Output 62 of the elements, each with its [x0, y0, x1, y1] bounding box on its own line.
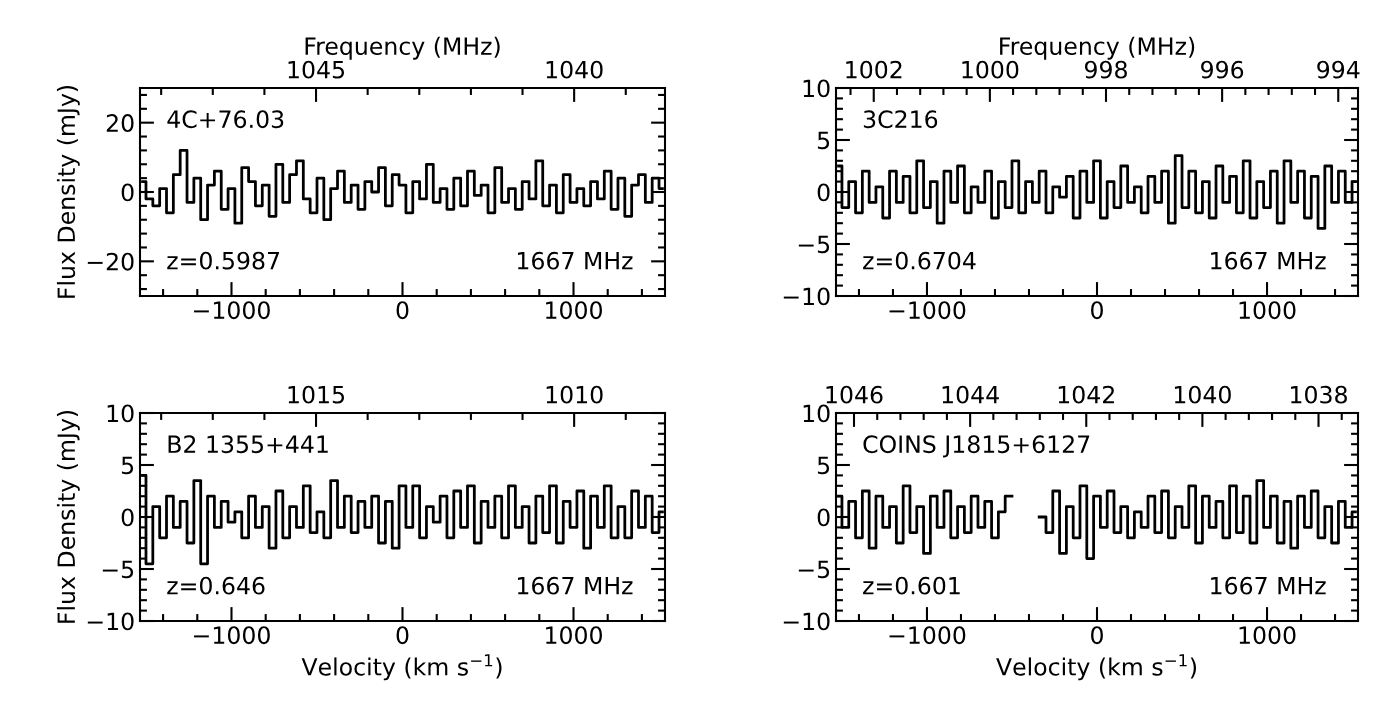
annotation: z=0.646	[167, 576, 265, 595]
x2-tick-label: 1038	[1291, 385, 1347, 404]
y-tick-label: 10	[803, 404, 830, 423]
x2-axis-title: Frequency (MHz)	[1000, 36, 1195, 60]
x-tick-label: 1000	[546, 626, 602, 645]
x-axis-title: Velocity (km s$^{−1}$)	[301, 654, 502, 681]
x2-tick-label: 996	[1201, 60, 1244, 79]
x2-tick-label: 1040	[546, 60, 603, 79]
y-axis-title: Flux Density (mJy)	[56, 85, 80, 298]
annotation: B2 1355+441	[168, 435, 328, 454]
annotation: z=0.6704	[863, 251, 976, 270]
x2-tick-label: 1046	[826, 385, 883, 404]
annotation: 1667 MHz	[517, 576, 633, 595]
x2-tick-label: 1015	[288, 385, 345, 404]
y-tick-label: 5	[817, 131, 830, 150]
annotation: z=0.5987	[167, 251, 280, 270]
x-tick-label: 1000	[1239, 301, 1296, 320]
x2-tick-label: 1000	[962, 60, 1019, 79]
y-tick-label: −10	[783, 287, 830, 306]
y-tick-label: −5	[102, 560, 134, 579]
x2-tick-label: 1040	[1174, 385, 1231, 404]
y-tick-label: 0	[817, 183, 830, 202]
y-tick-label: −10	[783, 612, 830, 631]
x2-tick-label: 994	[1317, 60, 1360, 79]
y-tick-label: 20	[106, 114, 134, 132]
x-tick-label: 1000	[546, 301, 602, 320]
x-tick-label: −1000	[889, 301, 966, 320]
y-tick-label: −10	[87, 612, 134, 631]
annotation: 1667 MHz	[1211, 576, 1326, 595]
annotation: COINS J1815+6127	[863, 435, 1090, 458]
x2-axis-title: Frequency (MHz)	[305, 36, 500, 60]
x-tick-label: 0	[1091, 301, 1103, 320]
x2-tick-label: 1042	[1058, 385, 1114, 404]
y-tick-label: −5	[798, 560, 830, 579]
x2-tick-label: 1044	[942, 385, 999, 404]
x2-tick-label: 1002	[846, 60, 902, 79]
x-tick-label: 0	[396, 626, 409, 645]
x-tick-label: −1000	[889, 626, 966, 645]
x-tick-label: 1000	[1239, 626, 1296, 645]
x-tick-label: 0	[1091, 626, 1103, 645]
annotation: 1667 MHz	[517, 251, 633, 270]
x-axis-title: Velocity (km s$^{−1}$)	[996, 654, 1197, 681]
annotation: 3C216	[863, 110, 938, 129]
x-tick-label: −1000	[194, 626, 270, 645]
annotation: z=0.601	[863, 576, 960, 595]
y-axis-title: Flux Density (mJy)	[56, 410, 80, 623]
y-tick-label: 0	[121, 508, 134, 527]
x2-tick-label: 998	[1084, 60, 1127, 79]
y-tick-label: 5	[817, 456, 830, 475]
y-tick-label: −20	[87, 252, 134, 271]
x2-tick-label: 1010	[546, 385, 603, 404]
y-tick-label: 0	[121, 183, 134, 202]
annotation: 4C+76.03	[167, 110, 284, 129]
y-tick-label: 10	[107, 404, 134, 423]
x-tick-label: 0	[396, 301, 409, 320]
y-tick-label: 5	[121, 456, 134, 475]
y-tick-label: 0	[817, 508, 830, 527]
x-tick-label: −1000	[194, 301, 270, 320]
y-tick-label: 10	[803, 79, 830, 98]
annotation: 1667 MHz	[1211, 251, 1326, 270]
y-tick-label: −5	[798, 235, 830, 254]
x2-tick-label: 1045	[288, 60, 345, 79]
